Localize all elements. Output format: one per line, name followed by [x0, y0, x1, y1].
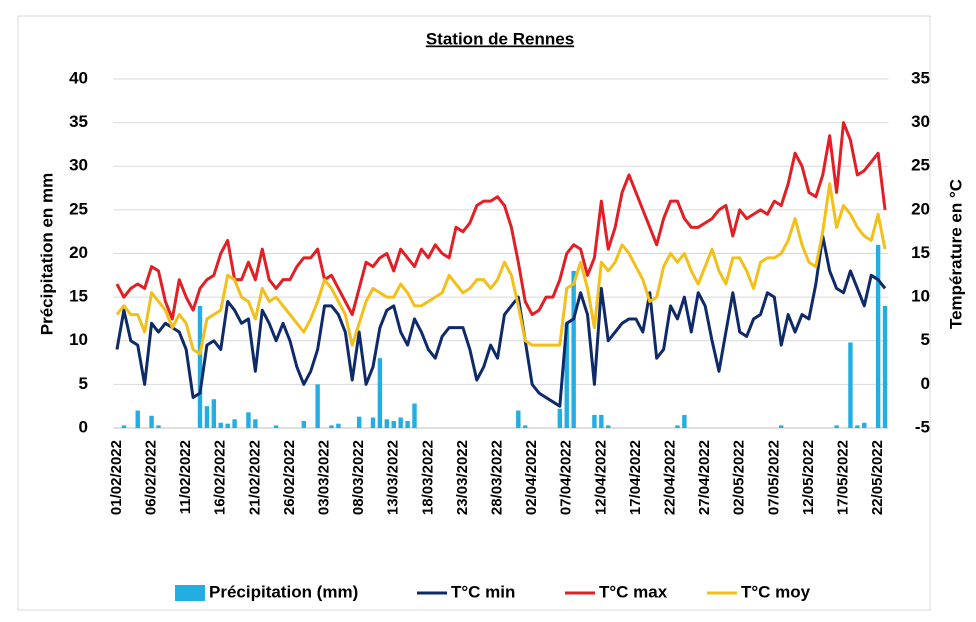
x-tick-label: 01/02/2022 [108, 440, 125, 515]
bar [197, 305, 203, 428]
x-tick-label: 28/03/2022 [489, 440, 506, 515]
y-tick-label: 5 [79, 374, 88, 393]
x-tick-label: 23/03/2022 [454, 440, 471, 515]
bar [301, 421, 306, 428]
y2-tick-label: 0 [921, 374, 930, 393]
y2-tick-label: 25 [911, 156, 930, 175]
bar [370, 417, 376, 428]
bar [273, 425, 279, 428]
bar [855, 425, 860, 428]
line-series [115, 234, 887, 408]
x-tick-label: 13/03/2022 [385, 440, 402, 515]
y-tick-label: 25 [69, 199, 88, 218]
y-tick-label: 35 [69, 112, 88, 131]
x-tick-label: 08/03/2022 [350, 440, 367, 515]
bar [218, 422, 223, 428]
legend-label: T°C min [451, 582, 515, 601]
bar [135, 410, 140, 428]
bar [156, 425, 161, 428]
bar [391, 421, 396, 428]
x-tick-label: 11/02/2022 [177, 440, 194, 514]
x-tick-label: 22/04/2022 [662, 440, 679, 515]
bar [246, 412, 251, 428]
y2-axis-label: Température en °C [946, 179, 965, 329]
bar [398, 417, 403, 428]
y-axis-label: Précipitation en mm [37, 173, 56, 335]
bar [834, 425, 839, 428]
y2-tick-label: 20 [911, 199, 930, 218]
bar [523, 425, 528, 428]
legend-label: Précipitation (mm) [209, 582, 358, 601]
legend-label: T°C max [599, 582, 668, 601]
bar [564, 323, 569, 428]
bar [384, 419, 390, 428]
bar [516, 410, 521, 428]
line-series [115, 182, 887, 356]
y2-tick-label: 10 [911, 287, 930, 306]
bar [571, 270, 576, 428]
y-tick-label: 0 [79, 417, 88, 436]
line-series [115, 121, 887, 321]
y2-tick-label: 30 [911, 112, 930, 131]
bar [225, 423, 230, 428]
x-tick-label: 18/03/2022 [419, 440, 436, 515]
bar [329, 425, 334, 428]
bar [121, 425, 127, 428]
bar [599, 414, 604, 428]
x-tick-label: 03/03/2022 [316, 440, 333, 515]
bar [412, 403, 417, 428]
y-tick-label: 40 [69, 68, 88, 87]
bar [675, 425, 680, 428]
bar [882, 305, 888, 428]
bar [356, 416, 362, 428]
y2-tick-label: 15 [911, 243, 930, 262]
y2-tick-label: -5 [915, 417, 930, 436]
x-tick-label: 16/02/2022 [212, 440, 229, 515]
y2-tick-label: 5 [921, 330, 930, 349]
x-tick-label: 07/04/2022 [558, 440, 575, 515]
bar [315, 384, 320, 428]
bar [149, 415, 154, 428]
chart-title: Station de Rennes [426, 29, 574, 48]
bar [253, 419, 258, 428]
x-tick-label: 21/02/2022 [246, 440, 263, 515]
x-tick-label: 12/04/2022 [592, 440, 609, 515]
bar [377, 358, 383, 428]
bar [875, 244, 881, 428]
bar [405, 421, 410, 428]
x-tick-label: 02/04/2022 [523, 440, 540, 515]
x-tick-label: 17/04/2022 [627, 440, 644, 515]
y-tick-label: 10 [69, 330, 88, 349]
y-tick-label: 30 [69, 156, 88, 175]
y-tick-label: 15 [69, 287, 88, 306]
bar [682, 414, 687, 428]
x-tick-label: 12/05/2022 [800, 440, 817, 515]
bar [204, 406, 210, 428]
x-tick-label: 27/04/2022 [696, 440, 713, 515]
y-tick-label: 20 [69, 243, 88, 262]
x-tick-label: 22/05/2022 [869, 440, 886, 515]
bar [606, 425, 611, 428]
y2-tick-label: 35 [911, 68, 930, 87]
bar [848, 342, 853, 428]
x-tick-label: 06/02/2022 [143, 440, 160, 515]
legend-label: T°C moy [741, 582, 811, 601]
chart-frame [17, 15, 931, 611]
bar [557, 408, 563, 428]
bar [779, 425, 784, 428]
x-tick-label: 07/05/2022 [765, 440, 782, 515]
bar [336, 423, 341, 428]
x-tick-label: 26/02/2022 [281, 440, 298, 515]
legend-swatch [175, 585, 205, 601]
x-tick-label: 02/05/2022 [731, 440, 748, 515]
x-tick-label: 17/05/2022 [834, 440, 851, 515]
bar [211, 399, 217, 428]
bar [592, 414, 597, 428]
bar [232, 419, 237, 428]
bar [862, 422, 867, 428]
